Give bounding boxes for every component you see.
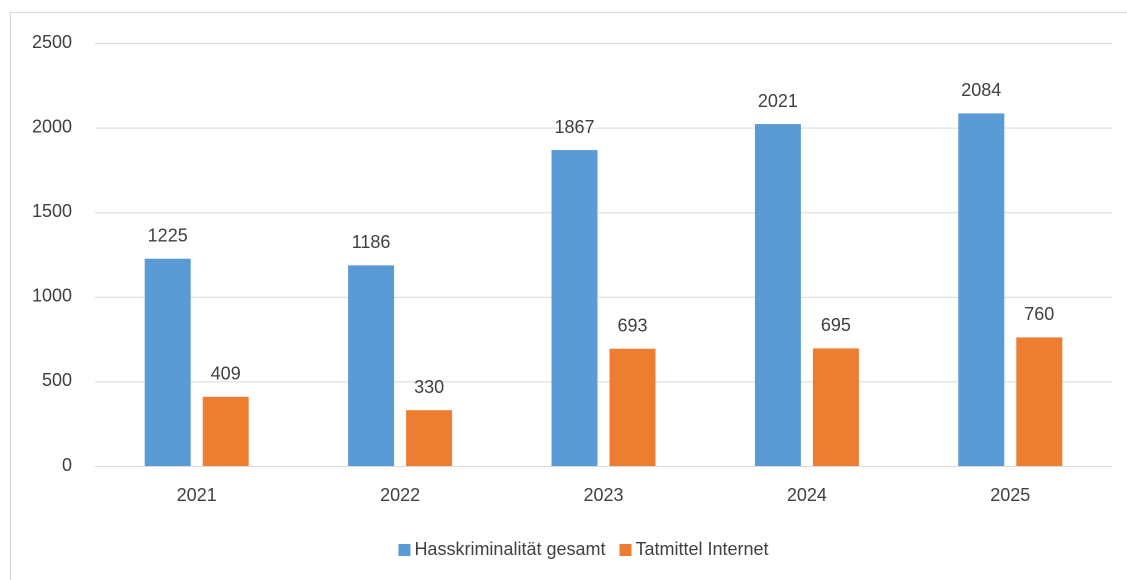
legend-label: Hasskriminalität gesamt — [414, 539, 605, 559]
data-label: 760 — [1024, 304, 1054, 324]
data-label: 1867 — [554, 117, 594, 137]
legend-swatch — [398, 544, 411, 556]
bar — [551, 150, 598, 466]
x-tick-label: 2021 — [177, 485, 217, 505]
x-tick-label: 2025 — [990, 485, 1030, 505]
data-label: 409 — [211, 364, 241, 384]
y-tick-label: 1500 — [32, 201, 72, 221]
y-tick-label: 2500 — [32, 32, 72, 52]
x-tick-label: 2022 — [380, 485, 420, 505]
data-label: 1186 — [352, 232, 391, 252]
bar — [202, 396, 249, 466]
bar — [348, 265, 395, 466]
y-tick-label: 1000 — [32, 286, 72, 306]
data-label: 695 — [821, 315, 851, 335]
bar — [609, 348, 656, 466]
bar — [754, 124, 801, 466]
bar — [406, 410, 453, 466]
data-label: 693 — [617, 315, 647, 335]
y-tick-label: 2000 — [32, 116, 72, 136]
data-label: 2021 — [758, 91, 798, 111]
legend-swatch — [619, 544, 632, 556]
bar — [812, 348, 859, 466]
data-label: 1225 — [148, 225, 188, 245]
chart-frame — [10, 12, 1127, 580]
bar — [144, 258, 191, 466]
x-tick-label: 2024 — [787, 485, 827, 505]
x-tick-label: 2023 — [583, 485, 623, 505]
bar — [958, 113, 1005, 466]
y-tick-label: 0 — [62, 455, 72, 475]
data-label: 2084 — [961, 80, 1001, 100]
bar — [1016, 337, 1063, 466]
legend-label: Tatmittel Internet — [636, 539, 769, 559]
data-label: 330 — [414, 377, 444, 397]
y-tick-label: 500 — [42, 370, 72, 390]
